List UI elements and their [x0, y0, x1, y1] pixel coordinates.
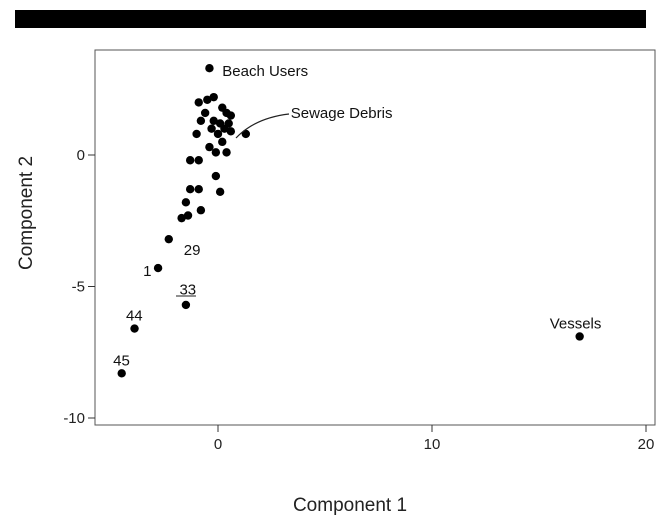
- data-point: [222, 148, 231, 157]
- y-tick-label: -5: [72, 279, 85, 296]
- data-point: [181, 300, 191, 310]
- data-point: [185, 184, 195, 194]
- data-point: [194, 156, 203, 165]
- data-point: [183, 211, 193, 220]
- data-point: [209, 116, 218, 126]
- data-point: [196, 206, 206, 215]
- data-point: [211, 148, 221, 157]
- data-point: [153, 263, 163, 273]
- data-point: [207, 124, 216, 133]
- y-tick-label: -10: [63, 410, 85, 427]
- plot-frame: [94, 49, 656, 426]
- annotation-label: 33: [179, 281, 196, 298]
- sewage-debris-leader-line: [235, 113, 290, 139]
- annotation-label: 1: [143, 263, 151, 280]
- annotation-label: Vessels: [550, 316, 602, 333]
- data-point: [117, 369, 126, 378]
- y-tick-label: 0: [77, 147, 85, 164]
- data-point: [205, 64, 214, 73]
- y-axis-title: Component 2: [16, 156, 37, 270]
- data-point: [213, 129, 223, 139]
- data-point: [226, 111, 236, 120]
- annotation-label: 29: [184, 242, 201, 259]
- data-point: [205, 142, 214, 152]
- data-point: [200, 108, 210, 118]
- annotations: Beach Users Sewage Debris 29 1 33 44 45 Vessels: [113, 63, 601, 369]
- data-point: [209, 92, 218, 102]
- data-point: [181, 198, 191, 207]
- data-point: [203, 95, 212, 104]
- data-point: [211, 171, 221, 181]
- top-black-bar: [15, 10, 646, 28]
- x-tick-label: 10: [424, 436, 441, 453]
- data-point: [215, 187, 225, 197]
- x-tick-label: 20: [638, 436, 655, 453]
- annotation-label: 45: [113, 352, 130, 369]
- data-point: [220, 124, 229, 133]
- data-point: [196, 116, 206, 126]
- annotation-label: Sewage Debris: [291, 105, 393, 122]
- data-point: [130, 324, 139, 333]
- data-point: [575, 332, 584, 341]
- data-point: [241, 129, 251, 139]
- data-point: [192, 129, 201, 139]
- data-point: [164, 234, 173, 244]
- data-point: [194, 184, 203, 194]
- x-tick-label: 0: [214, 436, 222, 453]
- x-axis-title: Component 1: [293, 495, 407, 516]
- data-points: [117, 64, 584, 378]
- axes: 0 10 20 0 -5 -10: [63, 147, 654, 453]
- annotation-label: 44: [126, 308, 143, 325]
- data-point: [194, 98, 203, 107]
- data-point: [226, 127, 236, 136]
- data-point: [185, 156, 195, 165]
- data-point: [177, 213, 186, 223]
- annotation-label: Beach Users: [222, 63, 308, 80]
- data-point: [218, 137, 227, 147]
